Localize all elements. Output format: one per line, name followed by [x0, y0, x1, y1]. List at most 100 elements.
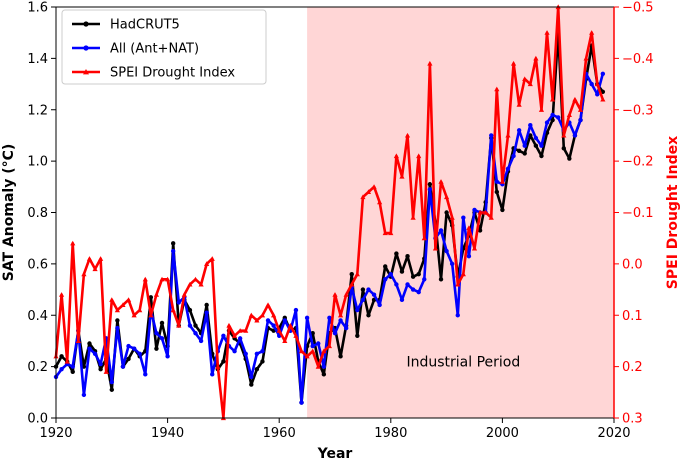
data-point-spei-drought-index	[226, 322, 232, 328]
data-point-all-ant-nat	[422, 277, 427, 282]
y-right-tick-label: −0.1	[622, 206, 654, 221]
annotation-industrial-period: Industrial Period	[406, 354, 520, 370]
data-point-all-ant-nat	[528, 122, 533, 128]
legend-marker-hadcrut5	[83, 21, 89, 27]
data-point-spei-drought-index	[438, 179, 444, 184]
data-point-spei-drought-index	[427, 60, 433, 66]
data-point-all-ant-nat	[221, 333, 226, 338]
data-point-all-ant-nat	[265, 318, 271, 323]
data-point-spei-drought-index	[572, 96, 578, 102]
data-point-hadcrut5	[394, 251, 399, 256]
data-point-all-ant-nat	[81, 392, 87, 398]
data-point-spei-drought-index	[86, 256, 93, 261]
data-point-all-ant-nat	[98, 361, 103, 367]
y-axis-left-title: SAT Anomaly (°C)	[1, 144, 17, 282]
data-point-spei-drought-index	[142, 276, 148, 282]
data-point-all-ant-nat	[165, 354, 170, 359]
data-point-all-ant-nat	[254, 351, 260, 356]
y-left-tick-label: 0.0	[27, 412, 48, 427]
data-point-hadcrut5	[159, 320, 165, 326]
data-point-spei-drought-index	[170, 307, 176, 313]
y-left-tick-label: 0.6	[27, 257, 48, 272]
data-point-all-ant-nat	[355, 307, 360, 313]
y-left-tick-label: 0.2	[27, 360, 48, 375]
data-point-spei-drought-index	[377, 199, 383, 205]
data-point-spei-drought-index	[165, 276, 171, 282]
legend: HadCRUT5 All (Ant+NAT) SPEI Drought Inde…	[61, 9, 267, 85]
data-point-spei-drought-index	[332, 292, 338, 297]
data-point-hadcrut5	[539, 153, 544, 159]
data-point-hadcrut5	[550, 117, 555, 123]
data-point-spei-drought-index	[215, 364, 221, 369]
data-point-all-ant-nat	[316, 341, 321, 346]
data-point-spei-drought-index	[561, 132, 567, 138]
data-point-hadcrut5	[148, 295, 154, 300]
data-point-spei-drought-index	[237, 328, 243, 333]
data-point-spei-drought-index	[176, 322, 182, 328]
data-point-all-ant-nat	[299, 400, 304, 405]
legend-marker-all-ant-nat	[83, 45, 89, 51]
y-left-tick-label: 1.6	[27, 1, 48, 16]
data-point-spei-drought-index	[259, 312, 266, 318]
data-point-spei-drought-index	[527, 81, 533, 87]
data-point-all-ant-nat	[444, 248, 449, 254]
data-point-spei-drought-index	[444, 194, 450, 200]
data-point-spei-drought-index	[460, 271, 466, 277]
data-point-spei-drought-index	[399, 173, 405, 179]
data-point-hadcrut5	[204, 302, 209, 308]
data-point-spei-drought-index	[494, 86, 500, 92]
data-point-all-ant-nat	[388, 271, 393, 277]
data-point-spei-drought-index	[416, 153, 422, 159]
data-point-all-ant-nat	[595, 92, 600, 97]
data-point-all-ant-nat	[293, 307, 299, 313]
data-point-spei-drought-index	[70, 240, 76, 246]
data-point-hadcrut5	[477, 228, 483, 233]
y-right-tick-label: 0.3	[622, 412, 643, 427]
data-point-all-ant-nat	[522, 143, 527, 148]
data-point-spei-drought-index	[499, 179, 505, 184]
data-point-spei-drought-index	[566, 112, 572, 117]
data-point-all-ant-nat	[304, 315, 310, 321]
data-point-all-ant-nat	[455, 313, 460, 318]
data-point-hadcrut5	[115, 318, 120, 323]
data-point-spei-drought-index	[516, 102, 522, 107]
data-point-all-ant-nat	[511, 153, 516, 159]
y-left-tick-label: 1.4	[27, 52, 48, 67]
data-point-spei-drought-index	[466, 225, 472, 230]
data-point-hadcrut5	[383, 264, 388, 269]
data-point-hadcrut5	[98, 366, 103, 372]
data-point-hadcrut5	[561, 146, 566, 151]
y-left-tick-label: 1.2	[27, 103, 48, 118]
data-point-spei-drought-index	[488, 215, 494, 220]
series-layer	[53, 4, 606, 421]
data-point-spei-drought-index	[533, 55, 539, 61]
data-point-all-ant-nat	[332, 331, 338, 336]
data-point-spei-drought-index	[265, 302, 271, 308]
data-point-all-ant-nat	[405, 282, 410, 287]
data-point-hadcrut5	[254, 366, 260, 372]
data-point-all-ant-nat	[343, 325, 349, 331]
x-tick-label: 2020	[597, 426, 630, 441]
data-point-spei-drought-index	[360, 194, 366, 200]
data-point-all-ant-nat	[371, 292, 377, 297]
legend-box	[61, 9, 267, 85]
data-point-all-ant-nat	[399, 297, 405, 303]
data-point-all-ant-nat	[176, 300, 181, 305]
data-point-spei-drought-index	[471, 245, 478, 251]
data-point-all-ant-nat	[360, 297, 366, 303]
data-point-spei-drought-index	[315, 364, 321, 369]
data-point-hadcrut5	[410, 274, 416, 279]
data-point-spei-drought-index	[209, 256, 215, 261]
data-point-all-ant-nat	[131, 346, 137, 351]
data-point-hadcrut5	[70, 369, 75, 374]
y-left-tick-label: 0.8	[27, 206, 48, 221]
data-point-all-ant-nat	[556, 115, 561, 120]
data-point-hadcrut5	[528, 133, 533, 138]
data-point-all-ant-nat	[126, 343, 131, 349]
data-point-all-ant-nat	[249, 374, 254, 380]
data-point-spei-drought-index	[583, 55, 589, 61]
shaded-region-industrial	[307, 7, 614, 418]
data-point-spei-drought-index	[382, 230, 388, 236]
x-tick-label: 1920	[39, 426, 72, 441]
data-point-spei-drought-index	[388, 230, 394, 236]
